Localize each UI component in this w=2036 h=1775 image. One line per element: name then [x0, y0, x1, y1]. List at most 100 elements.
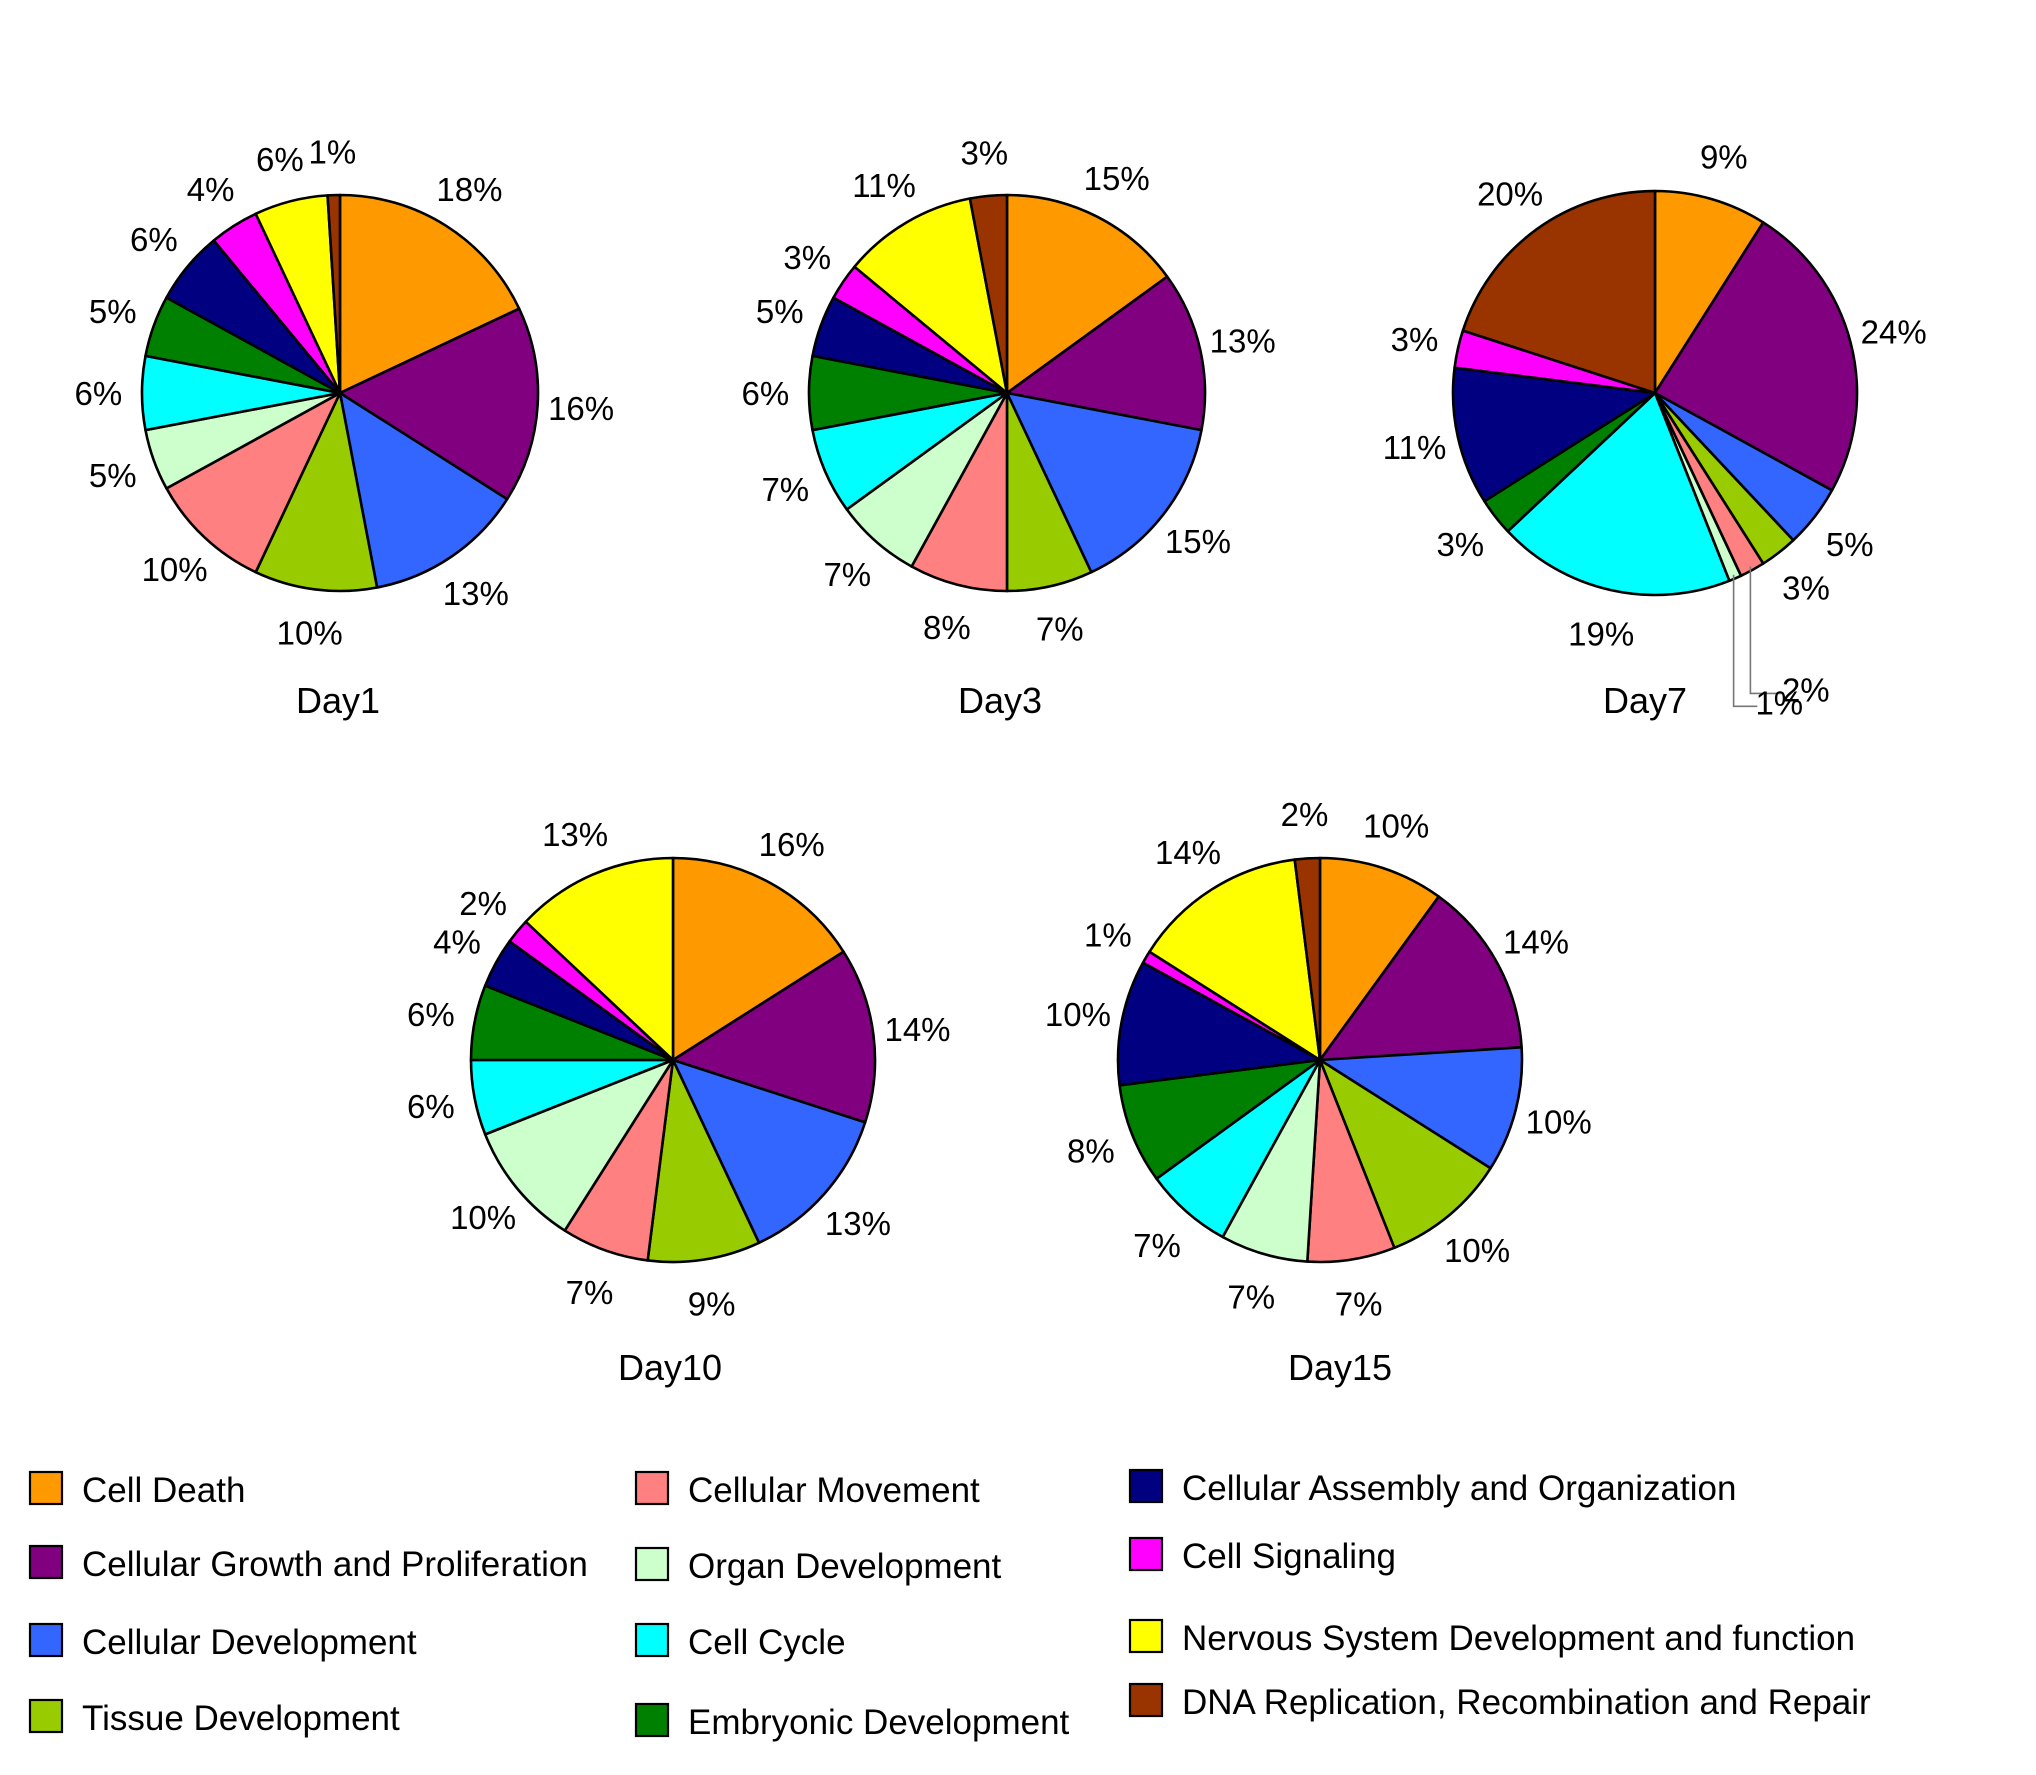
- slice-cell-death: [338, 193, 521, 395]
- slice-label: 8%: [923, 609, 971, 646]
- slice-label: 8%: [1067, 1133, 1115, 1170]
- slice-label: 20%: [1477, 176, 1543, 213]
- pie-day10: 16% 14% 13% 9% 7% 10% 6% 6% 4%2% 13% Day10: [407, 816, 950, 1388]
- pie-title: Day10: [618, 1347, 722, 1388]
- slice-label: 14%: [1503, 923, 1569, 960]
- legend-item-cellular-movement: Cellular Movement: [634, 1470, 980, 1510]
- label-leader-line: [1732, 574, 1758, 708]
- slice-label: 7%: [823, 556, 871, 593]
- legend-label: Cellular Growth and Proliferation: [82, 1545, 588, 1584]
- slice-label: 9%: [1700, 138, 1748, 175]
- legend-swatch: [28, 1544, 64, 1580]
- slice-label: 10%: [277, 615, 343, 652]
- slice-label: 1%: [1755, 684, 1803, 721]
- slice-cellular-assembly-and-organization: [1451, 366, 1657, 503]
- legend-label: Cell Signaling: [1182, 1537, 1396, 1576]
- slice-label: 6%: [75, 375, 123, 412]
- slice-label: 7%: [1133, 1227, 1181, 1264]
- slice-label: 2%: [459, 885, 507, 922]
- legend-label: Cellular Assembly and Organization: [1182, 1469, 1736, 1508]
- slice-cellular-development: [338, 391, 509, 589]
- slice-label: 6%: [130, 221, 178, 258]
- legend-item-dna-replication-recombination-and-repair: DNA Replication, Recombination and Repai…: [1128, 1682, 1871, 1722]
- slice-label: 6%: [407, 1088, 455, 1125]
- slice-cellular-development: [671, 1058, 867, 1245]
- legend-swatch: [1128, 1468, 1164, 1504]
- slice-label: 15%: [1084, 160, 1150, 197]
- label-leader-line: [1749, 566, 1784, 695]
- slice-label: 2%: [1281, 796, 1329, 833]
- legend-swatch: [634, 1702, 670, 1738]
- slice-label: 10%: [1045, 996, 1111, 1033]
- slice-label: 5%: [89, 457, 137, 494]
- slice-cellular-growth-and-proliferation: [1318, 895, 1523, 1062]
- slice-cellular-assembly-and-organization: [1116, 961, 1322, 1087]
- slice-label: 1%: [1084, 917, 1132, 954]
- slice-label: 3%: [783, 239, 831, 276]
- slice-dna-replication-recombination-and-repair: [1461, 189, 1657, 395]
- pie-title: Day7: [1603, 680, 1687, 721]
- slice-cell-cycle: [1506, 391, 1731, 597]
- slice-label: 11%: [1383, 429, 1447, 466]
- legend-label: Cell Cycle: [688, 1623, 846, 1662]
- legend-label: Cellular Development: [82, 1623, 417, 1662]
- slice-cellular-growth-and-proliferation: [671, 950, 877, 1124]
- slice-label: 16%: [759, 826, 825, 863]
- slice-label: 14%: [884, 1011, 950, 1048]
- slice-label: 14%: [1155, 834, 1221, 871]
- legend: Cell Death Cellular Growth and Proliferat…: [28, 1468, 1871, 1742]
- slice-label: 18%: [436, 171, 502, 208]
- legend-item-cellular-growth-and-proliferation: Cellular Growth and Proliferation: [28, 1544, 588, 1584]
- pie-title: Day3: [958, 680, 1042, 721]
- legend-label: Organ Development: [688, 1547, 1001, 1586]
- legend-swatch: [28, 1470, 64, 1506]
- legend-label: Cellular Movement: [688, 1471, 980, 1510]
- legend-item-nervous-system-development-and-function: Nervous System Development and function: [1128, 1618, 1855, 1658]
- slice-label: 4%: [187, 171, 235, 208]
- slice-label: 13%: [825, 1205, 891, 1242]
- legend-swatch: [634, 1622, 670, 1658]
- slice-cellular-growth-and-proliferation: [1005, 275, 1207, 432]
- slice-label: 19%: [1568, 616, 1634, 653]
- legend-item-cell-signaling: Cell Signaling: [1128, 1536, 1396, 1576]
- slice-label: 3%: [1391, 321, 1439, 358]
- slice-label: 5%: [756, 293, 804, 330]
- legend-label: Nervous System Development and function: [1182, 1619, 1855, 1658]
- slice-nervous-system-development-and-function: [853, 197, 1009, 395]
- legend-item-cellular-assembly-and-organization: Cellular Assembly and Organization: [1128, 1468, 1736, 1508]
- slice-label: 7%: [1335, 1285, 1383, 1322]
- slice-cellular-growth-and-proliferation: [338, 307, 540, 501]
- slice-label: 4%: [433, 923, 481, 960]
- legend-item-embryonic-development: Embryonic Development: [634, 1702, 1070, 1742]
- legend-item-cell-death: Cell Death: [28, 1470, 245, 1510]
- slice-label: 9%: [688, 1285, 736, 1322]
- slice-tissue-development: [254, 391, 379, 593]
- slice-cellular-development: [1005, 391, 1203, 574]
- legend-item-organ-development: Organ Development: [634, 1546, 1001, 1586]
- slice-label: 15%: [1165, 523, 1231, 560]
- pie-title: Day1: [296, 680, 380, 721]
- slice-label: 10%: [1363, 808, 1429, 845]
- pie-day15: 10% 14% 10% 10% 7% 7% 7% 8% 10% 1% 14% 2% Day15: [1045, 796, 1592, 1388]
- slice-label: 7%: [1036, 611, 1084, 648]
- legend-item-cellular-development: Cellular Development: [28, 1622, 417, 1662]
- slice-cellular-growth-and-proliferation: [1653, 221, 1859, 492]
- legend-item-tissue-development: Tissue Development: [28, 1698, 400, 1738]
- legend-swatch: [28, 1622, 64, 1658]
- slice-nervous-system-development-and-function: [1148, 858, 1322, 1062]
- slice-cellular-movement: [165, 391, 342, 574]
- legend-label: Cell Death: [82, 1471, 245, 1510]
- legend-swatch: [28, 1698, 64, 1734]
- slice-embryonic-development: [1118, 1058, 1322, 1181]
- slice-label: 3%: [1782, 570, 1830, 607]
- slice-label: 7%: [761, 471, 809, 508]
- slice-label: 7%: [566, 1274, 614, 1311]
- slice-label: 13%: [443, 575, 509, 612]
- slice-label: 10%: [142, 551, 208, 588]
- slice-tissue-development: [646, 1058, 761, 1264]
- slice-tissue-development: [1318, 1058, 1492, 1250]
- legend-swatch: [1128, 1536, 1164, 1572]
- slice-cell-death: [1005, 193, 1169, 395]
- slice-label: 11%: [852, 167, 916, 204]
